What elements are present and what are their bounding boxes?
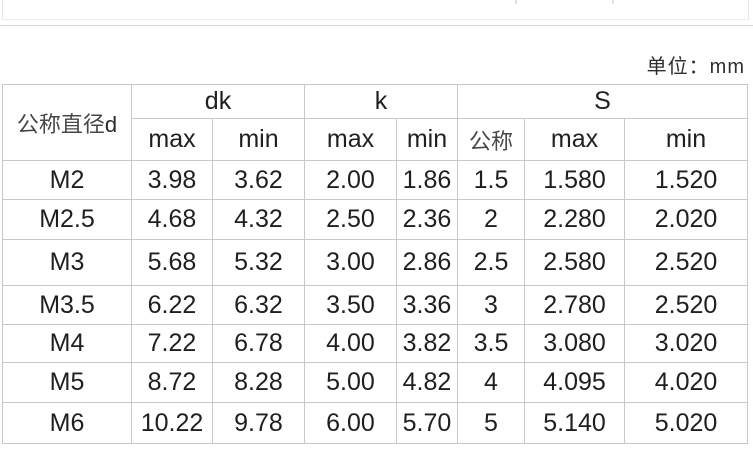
cell-size: M2 <box>2 160 132 200</box>
cell-k-max: 3.00 <box>304 239 397 286</box>
cell-k-min: 1.86 <box>396 160 458 200</box>
cell-dk-min: 5.32 <box>212 239 305 286</box>
col-header-k-min: min <box>396 118 458 161</box>
cell-s-max: 2.580 <box>524 239 625 286</box>
cell-s-nominal: 2 <box>457 199 525 240</box>
cell-s-nominal: 4 <box>457 362 525 403</box>
cell-s-nominal: 1.5 <box>457 160 525 200</box>
cell-s-max: 3.080 <box>524 324 625 363</box>
cell-k-min: 4.82 <box>396 362 458 403</box>
cell-s-max: 2.280 <box>524 199 625 240</box>
cell-dk-min: 6.32 <box>212 285 305 325</box>
cell-k-min: 2.36 <box>396 199 458 240</box>
cell-s-min: 2.520 <box>623 239 749 286</box>
cell-dk-min: 9.78 <box>212 402 305 444</box>
cropped-dimension-line-left <box>515 0 517 4</box>
cell-k-max: 4.00 <box>304 324 397 363</box>
cell-size: M4 <box>2 324 132 363</box>
cropped-dimension-line-right <box>612 0 614 4</box>
col-group-k: k <box>304 84 458 119</box>
col-header-nominal-diameter: 公称直径d <box>2 84 132 161</box>
col-group-s: S <box>456 84 749 119</box>
cell-s-nominal: 5 <box>457 402 525 444</box>
cell-dk-max: 6.22 <box>131 285 213 325</box>
cell-s-nominal: 2.5 <box>457 239 525 286</box>
table-row-m2: M2 3.98 3.62 2.00 1.86 1.5 1.580 1.520 <box>2 160 749 200</box>
cell-dk-max: 8.72 <box>131 362 213 403</box>
col-header-s-min: min <box>623 118 749 161</box>
cell-k-max: 2.50 <box>304 199 397 240</box>
cell-s-max: 2.780 <box>524 285 625 325</box>
cell-s-min: 5.020 <box>623 402 749 444</box>
cell-size: M3 <box>2 239 132 286</box>
cell-dk-max: 5.68 <box>131 239 213 286</box>
cell-size: M5 <box>2 362 132 403</box>
table-row-m4: M4 7.22 6.78 4.00 3.82 3.5 3.080 3.020 <box>2 324 749 363</box>
cell-dk-min: 3.62 <box>212 160 305 200</box>
col-group-dk: dk <box>131 84 305 119</box>
cell-size: M3.5 <box>2 285 132 325</box>
table-row-m2-5: M2.5 4.68 4.32 2.50 2.36 2 2.280 2.020 <box>2 199 749 240</box>
cell-s-min: 2.520 <box>623 285 749 325</box>
col-header-dk-min: min <box>212 118 305 161</box>
cell-dk-min: 4.32 <box>212 199 305 240</box>
cell-dk-max: 3.98 <box>131 160 213 200</box>
table-row-m6: M6 10.22 9.78 6.00 5.70 5 5.140 5.020 <box>2 402 749 444</box>
cell-k-min: 3.36 <box>396 285 458 325</box>
table-row-m3-5: M3.5 6.22 6.32 3.50 3.36 3 2.780 2.520 <box>2 285 749 325</box>
cell-s-min: 2.020 <box>623 199 749 240</box>
cell-k-max: 3.50 <box>304 285 397 325</box>
col-header-dk-max: max <box>131 118 213 161</box>
cell-size: M2.5 <box>2 199 132 240</box>
col-header-s-max: max <box>524 118 625 161</box>
col-header-s-nominal: 公称 <box>457 118 525 161</box>
cell-dk-max: 10.22 <box>131 402 213 444</box>
unit-caption: 单位：mm <box>646 56 745 78</box>
cell-s-max: 5.140 <box>524 402 625 444</box>
cell-s-max: 1.580 <box>524 160 625 200</box>
cell-k-min: 2.86 <box>396 239 458 286</box>
cell-s-nominal: 3.5 <box>457 324 525 363</box>
cell-s-min: 4.020 <box>623 362 749 403</box>
cell-dk-min: 8.28 <box>212 362 305 403</box>
cell-k-min: 5.70 <box>396 402 458 444</box>
cell-s-max: 4.095 <box>524 362 625 403</box>
cell-dk-min: 6.78 <box>212 324 305 363</box>
header-group-row: 公称直径d dk k S <box>2 84 749 161</box>
cell-k-max: 2.00 <box>304 160 397 200</box>
cell-k-min: 3.82 <box>396 324 458 363</box>
cropped-section-remnant <box>2 0 749 20</box>
cell-size: M6 <box>2 402 132 444</box>
nominal-diameter-text: 公称直径 <box>16 111 105 137</box>
table-row-m5: M5 8.72 8.28 5.00 4.82 4 4.095 4.020 <box>2 362 749 403</box>
cell-k-max: 5.00 <box>304 362 397 403</box>
cell-s-min: 1.520 <box>623 160 749 200</box>
col-header-k-max: max <box>304 118 397 161</box>
cell-dk-max: 4.68 <box>131 199 213 240</box>
cell-s-nominal: 3 <box>457 285 525 325</box>
screw-spec-table: 公称直径d dk k S max min max min 公称 max min … <box>2 84 749 444</box>
table-row-m3: M3 5.68 5.32 3.00 2.86 2.5 2.580 2.520 <box>2 239 749 286</box>
cell-k-max: 6.00 <box>304 402 397 444</box>
diameter-symbol: d <box>104 111 118 137</box>
section-divider-line <box>0 25 753 26</box>
cell-dk-max: 7.22 <box>131 324 213 363</box>
cell-s-min: 3.020 <box>623 324 749 363</box>
